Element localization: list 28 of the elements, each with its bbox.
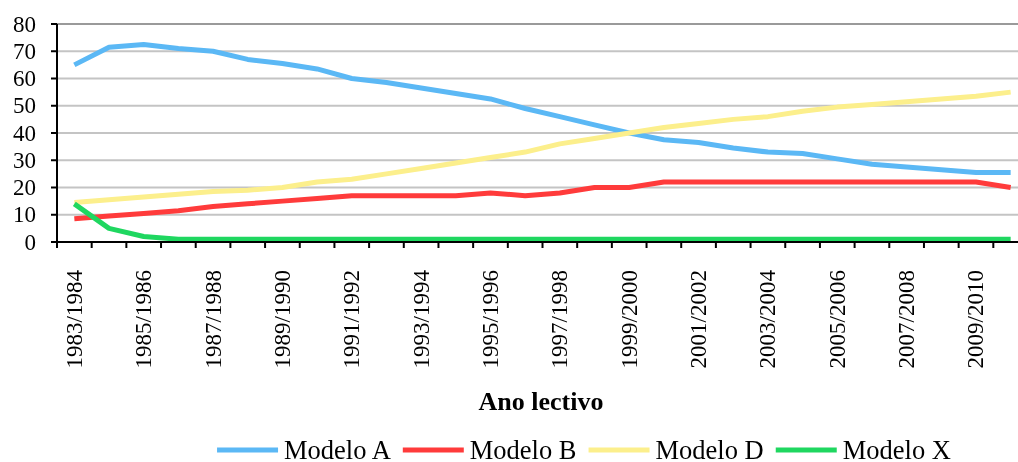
y-tick-label: 50 xyxy=(13,93,36,119)
legend-label: Modelo A xyxy=(284,435,391,462)
x-tick-label: 1987/1988 xyxy=(200,270,226,369)
x-tick-label: 1997/1998 xyxy=(547,270,573,369)
legend-label: Modelo B xyxy=(469,435,577,462)
x-tick-label: 1985/1986 xyxy=(131,270,157,369)
y-tick-label: 20 xyxy=(13,175,36,200)
legend-label: Modelo X xyxy=(842,435,951,462)
y-tick-label: 0 xyxy=(24,229,36,255)
x-tick-label: 1983/1984 xyxy=(61,269,87,369)
x-tick-label: 1991/1992 xyxy=(339,270,365,369)
x-tick-label: 2003/2004 xyxy=(755,269,781,369)
x-tick-label: 2007/2008 xyxy=(894,270,920,369)
x-tick-label: 2009/2010 xyxy=(963,270,989,369)
y-tick-label: 10 xyxy=(13,202,36,228)
x-tick-label: 2001/2002 xyxy=(686,270,712,369)
x-tick-label: 1989/1990 xyxy=(269,270,295,369)
y-tick-label: 40 xyxy=(13,120,36,146)
y-tick-label: 70 xyxy=(13,38,36,64)
legend-label: Modelo D xyxy=(655,435,764,462)
x-tick-label: 1999/2000 xyxy=(616,270,642,369)
y-tick-label: 60 xyxy=(13,66,36,91)
y-tick-label: 30 xyxy=(13,147,36,173)
x-tick-label: 1993/1994 xyxy=(408,269,434,369)
x-tick-label: 1995/1996 xyxy=(477,270,503,369)
x-axis-title: Ano lectivo xyxy=(478,386,604,416)
y-tick-label: 80 xyxy=(13,11,36,37)
x-tick-label: 2005/2006 xyxy=(824,270,850,369)
